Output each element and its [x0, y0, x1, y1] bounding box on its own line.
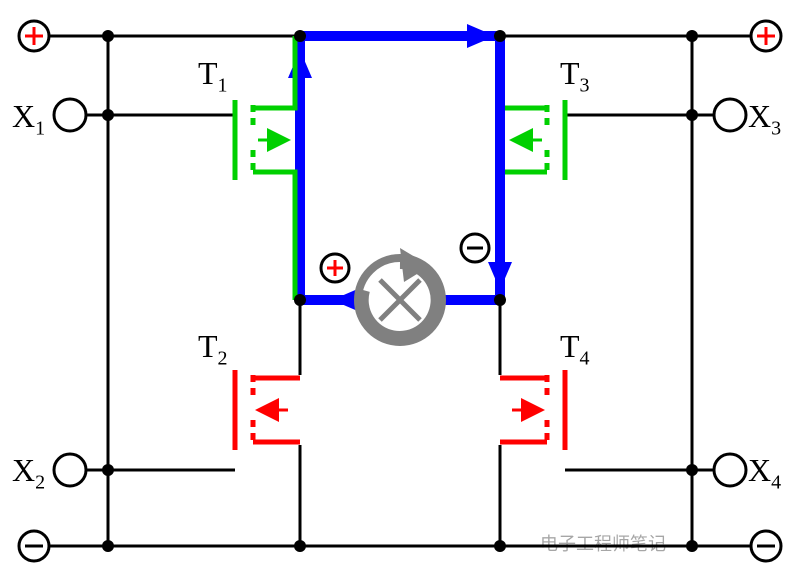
label-t2: T2	[198, 328, 228, 370]
watermark: 电子工程师笔记	[540, 530, 666, 556]
label-x1: X1	[12, 98, 45, 140]
terminal-bot-right-minus	[751, 531, 781, 561]
transistor-t1	[235, 36, 295, 300]
circuit-diagram: T1 T2 T3 T4 X1 X2 X3 X4 电子工程师笔记	[0, 0, 800, 580]
terminal-x3	[714, 99, 746, 131]
motor-minus	[461, 234, 489, 262]
transistor-t2	[235, 370, 300, 450]
terminal-x4	[714, 454, 746, 486]
transistor-t4	[500, 370, 565, 450]
terminal-top-left-plus	[19, 21, 49, 51]
label-t1: T1	[198, 55, 228, 97]
label-x3: X3	[748, 98, 781, 140]
terminal-x1	[54, 99, 86, 131]
label-t3: T3	[560, 55, 590, 97]
terminal-top-right-plus	[751, 21, 781, 51]
label-x4: X4	[748, 452, 781, 494]
label-t4: T4	[560, 328, 590, 370]
motor	[358, 248, 442, 342]
terminal-x2	[54, 454, 86, 486]
transistor-t3	[505, 100, 565, 180]
terminal-bot-left-minus	[19, 531, 49, 561]
label-x2: X2	[12, 452, 45, 494]
circuit-svg	[0, 0, 800, 580]
motor-plus	[321, 254, 349, 282]
